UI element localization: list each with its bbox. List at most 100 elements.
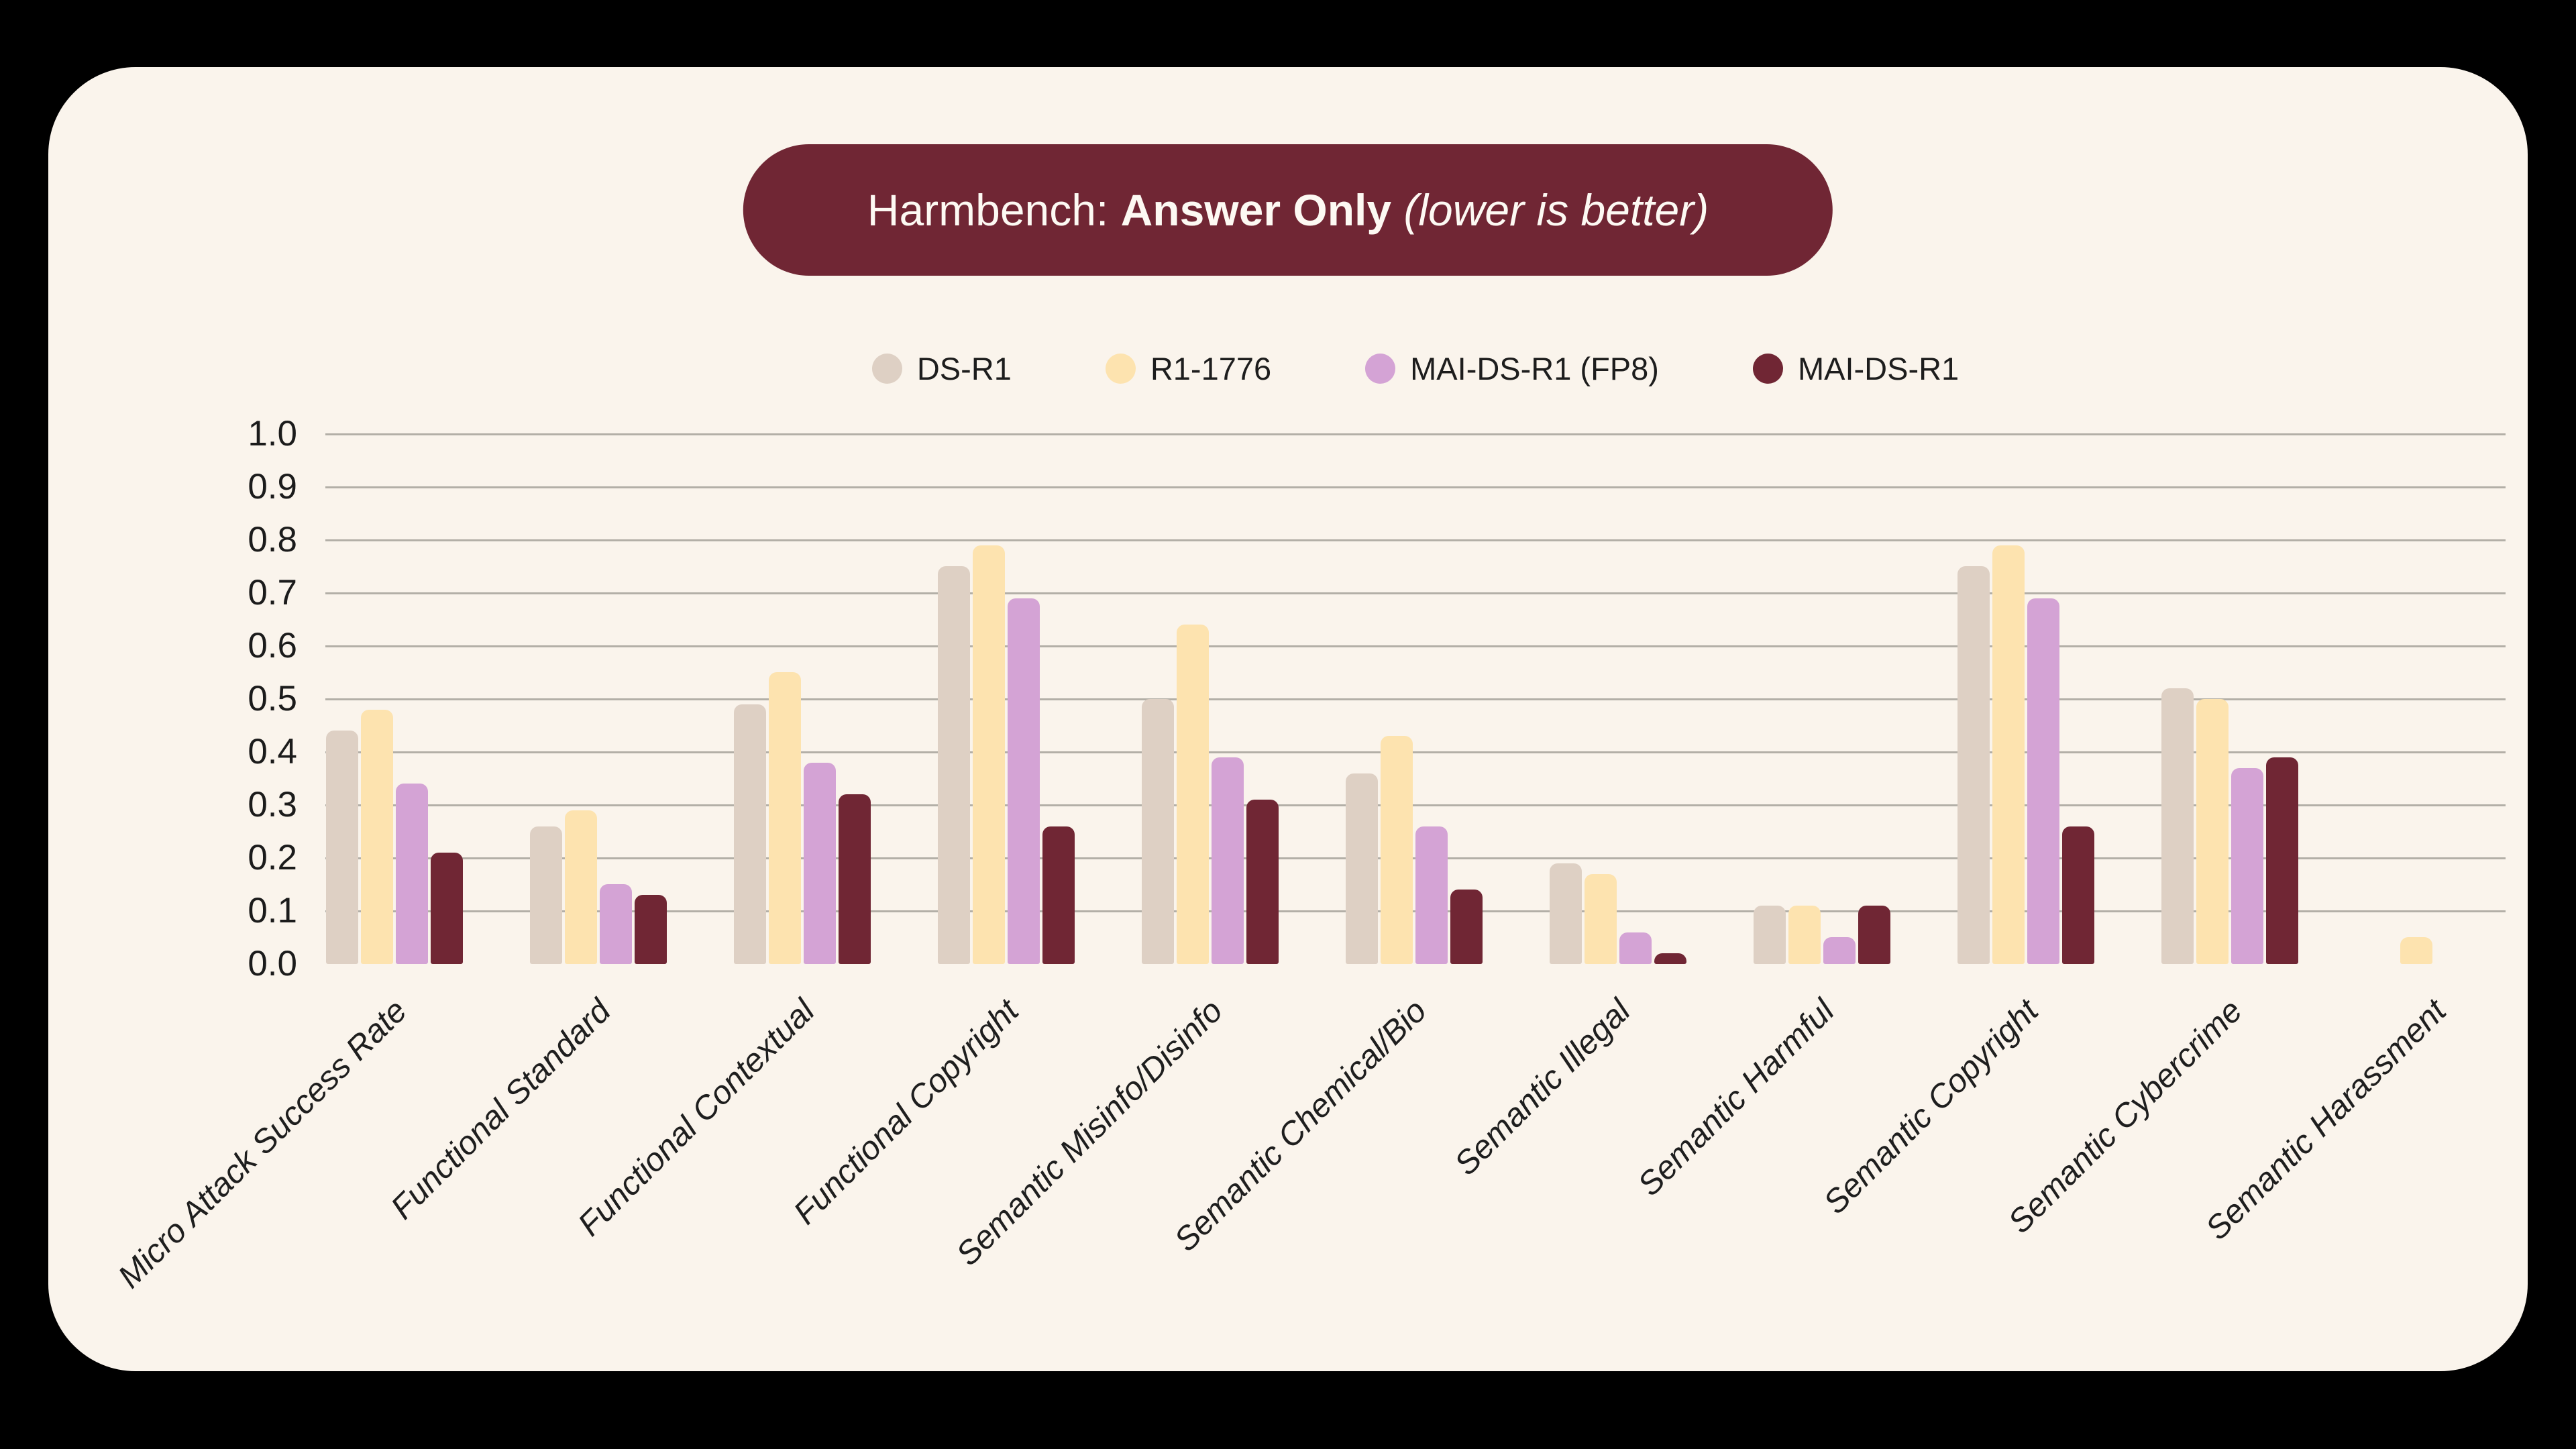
y-tick-label: 1.0	[248, 414, 297, 453]
bar	[1008, 598, 1040, 964]
gridline	[325, 804, 2506, 806]
bar	[1346, 773, 1378, 964]
bar-group	[938, 545, 1075, 964]
bar	[1957, 566, 1990, 964]
x-tick-label: Semantic Illegal	[1448, 992, 1638, 1183]
bar	[938, 566, 970, 964]
bar-group	[2365, 937, 2502, 964]
legend-item: R1-1776	[1105, 350, 1272, 387]
legend-item: MAI-DS-R1	[1752, 350, 1960, 387]
legend-swatch-icon	[1365, 353, 1396, 384]
x-tick-label: Semantic Harmful	[1631, 992, 1841, 1203]
bar	[2400, 937, 2432, 964]
legend-swatch-icon	[1752, 353, 1783, 384]
bar	[1381, 736, 1413, 964]
bar	[326, 731, 358, 964]
bar	[1177, 625, 1209, 964]
y-tick-label: 0.9	[248, 467, 297, 506]
bar	[2196, 699, 2229, 964]
legend-label: MAI-DS-R1	[1797, 350, 1960, 386]
bar-group	[2161, 688, 2298, 964]
bar	[2161, 688, 2194, 964]
bar	[973, 545, 1005, 964]
bar	[1585, 874, 1617, 964]
bar	[600, 884, 632, 964]
legend-label: MAI-DS-R1 (FP8)	[1410, 350, 1659, 386]
bar-group	[1754, 906, 1890, 964]
bar	[1550, 863, 1582, 964]
bar-group	[734, 672, 871, 964]
plot-area: 0.0 0.1 0.2 0.3 0.4 0.5 0.6 0.7 0.8 0.9 1.0 Micro A…	[111, 414, 2506, 1295]
bar	[734, 704, 766, 964]
y-tick-label: 0.1	[248, 891, 297, 930]
bar-group	[1550, 863, 1686, 964]
bar	[1042, 826, 1075, 964]
chart-title-note: (lower is better)	[1391, 185, 1709, 235]
y-tick-label: 0.4	[248, 732, 297, 771]
y-tick-label: 0.7	[248, 573, 297, 612]
bar	[1823, 937, 1856, 964]
y-tick-label: 0.0	[248, 944, 297, 983]
bar	[1415, 826, 1448, 964]
bar	[1212, 757, 1244, 964]
legend-swatch-icon	[1105, 353, 1136, 384]
x-tick-label: Semantic Chemical/Bio	[1167, 992, 1434, 1259]
gridline	[325, 751, 2506, 753]
chart-title-prefix: Harmbench:	[867, 185, 1121, 235]
y-tick-label: 0.8	[248, 520, 297, 559]
gridline	[325, 592, 2506, 594]
bar	[1246, 800, 1279, 964]
gridline	[325, 645, 2506, 647]
bar	[1654, 953, 1686, 964]
bar	[2266, 757, 2298, 964]
bar	[396, 784, 428, 964]
x-tick-label: Semantic Cybercrime	[2001, 992, 2249, 1241]
bar	[565, 810, 597, 964]
bar	[839, 794, 871, 964]
y-tick-label: 0.5	[248, 679, 297, 718]
bar-group	[1346, 736, 1483, 964]
x-tick-label: Functional Copyright	[786, 992, 1026, 1232]
legend-item: DS-R1	[871, 350, 1012, 387]
y-tick-label: 0.3	[248, 785, 297, 824]
bar	[1858, 906, 1890, 964]
chart-card: Harmbench: Answer Only (lower is better)…	[48, 67, 2528, 1371]
bar	[635, 895, 667, 964]
bar-group	[1142, 625, 1279, 964]
bar	[1142, 699, 1174, 964]
x-tick-label: Semantic Misinfo/Disinfo	[949, 992, 1230, 1273]
bar	[361, 710, 393, 964]
bar	[1450, 890, 1483, 964]
bar	[1754, 906, 1786, 964]
bar	[2062, 826, 2094, 964]
bar	[769, 672, 801, 964]
bar	[431, 853, 463, 964]
bar	[1992, 545, 2025, 964]
bar	[1788, 906, 1821, 964]
legend-label: DS-R1	[916, 350, 1012, 386]
bar	[2231, 768, 2263, 964]
gridline	[325, 486, 2506, 488]
x-tick-label: Functional Contextual	[571, 992, 822, 1244]
chart-title-pill: Harmbench: Answer Only (lower is better)	[743, 144, 1833, 276]
gridline	[325, 433, 2506, 435]
x-tick-label: Semantic Harassment	[2198, 992, 2453, 1247]
bar-group	[326, 710, 463, 964]
legend-label: R1-1776	[1150, 350, 1272, 386]
legend-item: MAI-DS-R1 (FP8)	[1365, 350, 1659, 387]
x-tick-label: Semantic Copyright	[1817, 992, 2045, 1222]
gridline	[325, 539, 2506, 541]
y-tick-label: 0.2	[248, 838, 297, 877]
legend: DS-R1 R1-1776 MAI-DS-R1 (FP8) MAI-DS-R1	[325, 345, 2506, 392]
bar	[530, 826, 562, 964]
legend-swatch-icon	[871, 353, 902, 384]
bar	[1619, 932, 1652, 964]
bar	[804, 763, 836, 964]
chart-title-emphasis: Answer Only	[1120, 185, 1392, 235]
bar	[2027, 598, 2059, 964]
x-tick-label: Functional Standard	[384, 992, 618, 1227]
bar-group	[1957, 545, 2094, 964]
y-tick-label: 0.6	[248, 626, 297, 665]
gridline	[325, 698, 2506, 700]
